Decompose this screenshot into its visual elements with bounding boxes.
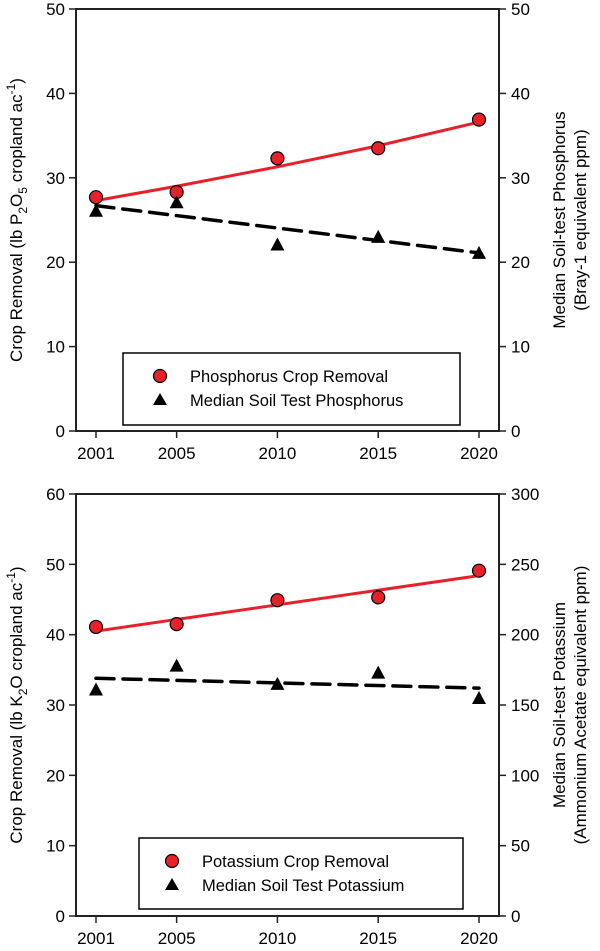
y-tick-label: 10 xyxy=(46,338,65,357)
y-title-end: ) xyxy=(7,78,26,84)
y-title-sub: 5 xyxy=(16,187,30,194)
legend-label: Potassium Crop Removal xyxy=(202,853,389,871)
soil-test-point xyxy=(472,245,486,259)
y2-tick-label: 30 xyxy=(511,169,530,188)
x-tick-label: 2015 xyxy=(359,929,397,948)
legend-box xyxy=(122,352,461,426)
y-title-sub: 2 xyxy=(16,688,30,695)
y-tick-label: 40 xyxy=(46,626,65,645)
x-tick-label: 2005 xyxy=(158,929,196,948)
y2-axis-title-line1: Median Soil-test Potassium xyxy=(550,602,569,808)
y2-tick-label: 0 xyxy=(511,907,520,926)
x-tick-label: 2001 xyxy=(77,444,115,463)
y-title-post: cropland ac xyxy=(7,582,26,675)
y-tick-label: 40 xyxy=(46,84,65,103)
soil-test-trend-line xyxy=(94,203,481,255)
y-tick-label: 10 xyxy=(46,837,65,856)
y-title-pre: Crop Removal (lb P xyxy=(7,214,26,362)
y-tick-label: 20 xyxy=(46,766,65,785)
soil-test-trend-line xyxy=(94,676,481,690)
x-tick-label: 2010 xyxy=(259,929,297,948)
y2-tick-label: 50 xyxy=(511,0,530,19)
y-title-sup: -1 xyxy=(4,83,18,94)
y-tick-label: 30 xyxy=(46,169,65,188)
y2-axis-title-line1: Median Soil-test Phosphorus xyxy=(550,111,569,328)
removal-trend-line xyxy=(94,120,481,203)
removal-trend-line xyxy=(94,574,481,633)
legend-box xyxy=(138,837,464,910)
removal-point xyxy=(371,141,386,156)
y2-axis-title-line2: (Ammonium Acetate equivalent ppm) xyxy=(571,566,590,845)
x-tick-label: 2010 xyxy=(259,444,297,463)
y2-tick-label: 150 xyxy=(511,696,539,715)
legend-label: Median Soil Test Phosphorus xyxy=(190,392,403,410)
soil-test-point xyxy=(169,195,184,209)
removal-point xyxy=(471,563,487,578)
y-title-end: ) xyxy=(7,566,26,572)
y2-tick-label: 40 xyxy=(511,84,530,103)
y-tick-label: 20 xyxy=(46,253,65,272)
y2-tick-label: 10 xyxy=(511,338,530,357)
soil-test-point xyxy=(270,676,285,690)
soil-test-point xyxy=(371,665,386,679)
y-tick-label: 0 xyxy=(56,422,65,441)
y-tick-label: 50 xyxy=(46,555,65,574)
y-title-post: cropland ac xyxy=(7,94,26,187)
y-title-pre: Crop Removal (lb K xyxy=(7,695,26,844)
legend: Potassium Crop Removal Median Soil Test P… xyxy=(138,837,464,910)
legend-label: Median Soil Test Potassium xyxy=(202,877,404,895)
removal-point xyxy=(88,190,104,205)
legend-triangle-icon xyxy=(165,878,179,890)
x-tick-label: 2015 xyxy=(359,444,397,463)
soil-test-point xyxy=(270,237,285,251)
x-tick-label: 2020 xyxy=(460,444,498,463)
removal-point xyxy=(270,593,285,608)
y2-tick-label: 50 xyxy=(511,837,530,856)
y2-axis-title-line2: (Bray-1 equivalent ppm) xyxy=(571,129,590,310)
x-tick-label: 2005 xyxy=(158,444,196,463)
y-tick-label: 30 xyxy=(46,696,65,715)
x-tick-label: 2001 xyxy=(77,929,115,948)
removal-point xyxy=(169,617,184,632)
y2-tick-label: 100 xyxy=(511,766,539,785)
legend-label: Phosphorus Crop Removal xyxy=(190,368,388,386)
y2-tick-label: 200 xyxy=(511,626,539,645)
y-axis-title: Crop Removal (lb K2O cropland ac-1) xyxy=(4,566,30,843)
y-title-sup: -1 xyxy=(4,572,18,583)
y-tick-label: 0 xyxy=(56,907,65,926)
y-title-sub: 2 xyxy=(16,207,30,214)
y-axis-title: Crop Removal (lb P2O5 cropland ac-1) xyxy=(4,78,30,362)
soil-test-point xyxy=(472,690,486,704)
removal-point xyxy=(471,112,487,127)
removal-point xyxy=(88,619,104,635)
legend-circle-icon xyxy=(164,853,180,869)
y2-tick-label: 250 xyxy=(511,555,539,574)
soil-test-point xyxy=(89,682,103,696)
removal-point xyxy=(371,590,386,605)
y2-tick-label: 0 xyxy=(511,422,520,441)
legend-triangle-icon xyxy=(153,393,167,405)
potassium-chart: 0 10 20 30 40 50 60 0 50 100 150 200 250 300 2001 2005 2… xyxy=(4,485,590,948)
x-tick-label: 2020 xyxy=(460,929,498,948)
legend: Phosphorus Crop Removal Median Soil Test … xyxy=(122,352,461,426)
removal-point xyxy=(270,151,285,166)
y2-tick-label: 300 xyxy=(511,485,539,504)
soil-test-point xyxy=(169,658,184,672)
y-title-mid: O xyxy=(7,675,26,688)
plot-frame xyxy=(75,8,500,432)
soil-test-point xyxy=(89,203,103,217)
legend-circle-icon xyxy=(152,368,168,384)
y-title-mid: O xyxy=(7,194,26,207)
y-tick-label: 60 xyxy=(46,485,65,504)
phosphorus-chart: 0 10 20 30 40 50 0 10 20 30 40 50 2001 2005 2010 2015 20… xyxy=(4,0,590,463)
y2-tick-label: 20 xyxy=(511,253,530,272)
soil-test-point xyxy=(371,229,386,243)
y-tick-label: 50 xyxy=(46,0,65,19)
